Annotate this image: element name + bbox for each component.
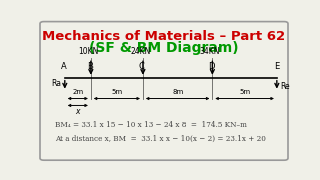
Text: Mechanics of Materials – Part 62: Mechanics of Materials – Part 62 — [43, 30, 285, 43]
FancyBboxPatch shape — [40, 22, 288, 160]
Text: 10KN: 10KN — [78, 47, 99, 56]
Text: (SF & BM Diagram): (SF & BM Diagram) — [89, 41, 239, 55]
Text: BM₄ = 33.1 x 15 − 10 x 13 − 24 x 8  =  174.5 KN–m: BM₄ = 33.1 x 15 − 10 x 13 − 24 x 8 = 174… — [55, 121, 247, 129]
Text: Ra: Ra — [51, 79, 61, 88]
Text: 24KN: 24KN — [130, 47, 151, 56]
Text: B: B — [87, 62, 92, 71]
Text: Re: Re — [281, 82, 290, 91]
Text: At a distance x, BM  =  33.1 x x − 10(x − 2) = 23.1x + 20: At a distance x, BM = 33.1 x x − 10(x − … — [55, 135, 266, 143]
Text: x: x — [76, 107, 80, 116]
Text: 5m: 5m — [239, 89, 250, 95]
Text: E: E — [274, 62, 279, 71]
Text: 8m: 8m — [172, 89, 183, 95]
Text: C: C — [139, 62, 145, 71]
Text: D: D — [208, 62, 214, 71]
Text: 2m: 2m — [72, 89, 84, 95]
Text: 34KN: 34KN — [200, 47, 220, 56]
Text: A: A — [61, 62, 67, 71]
Text: 5m: 5m — [111, 89, 123, 95]
